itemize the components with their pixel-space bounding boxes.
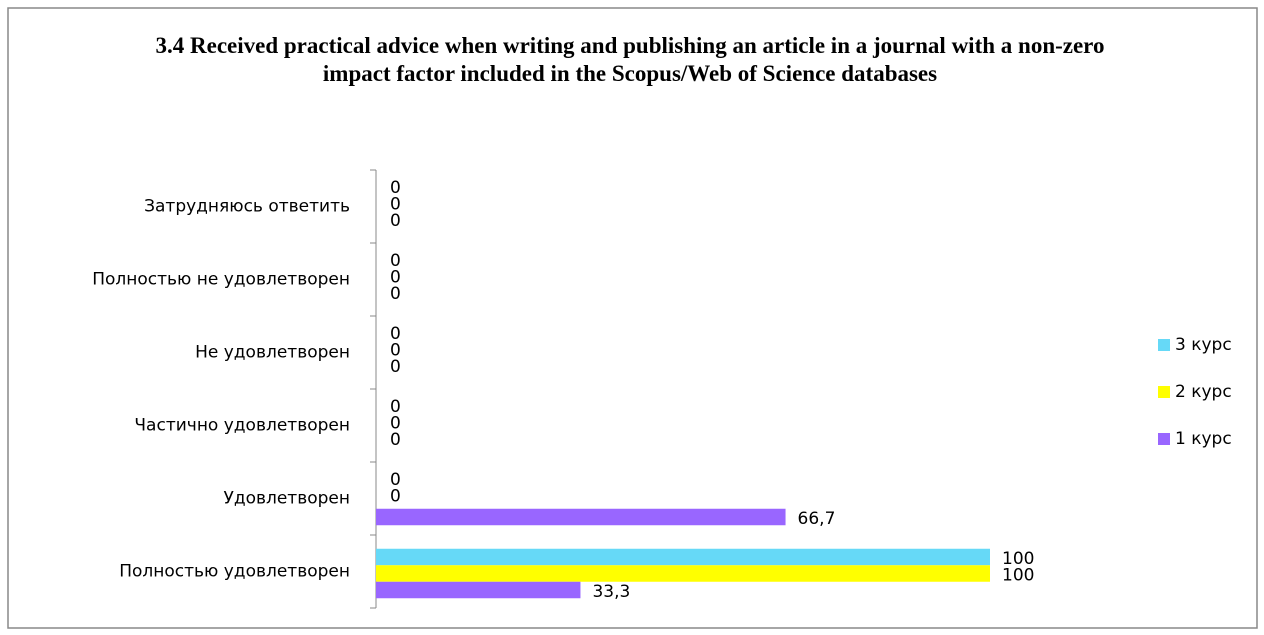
data-label: 100 bbox=[1002, 566, 1034, 586]
y-tick-label: Не удовлетворен bbox=[195, 343, 350, 363]
data-label: 0 bbox=[390, 397, 401, 417]
y-tick-label: Полностью не удовлетворен bbox=[92, 270, 350, 290]
legend-label: 3 курс bbox=[1175, 335, 1232, 355]
data-label: 0 bbox=[390, 178, 401, 198]
data-label: 33,3 bbox=[592, 582, 630, 602]
data-label: 0 bbox=[390, 324, 401, 344]
legend-swatch bbox=[1158, 433, 1170, 445]
data-label: 0 bbox=[390, 430, 401, 450]
data-label: 0 bbox=[390, 341, 401, 361]
data-label: 0 bbox=[390, 284, 401, 304]
bar bbox=[376, 548, 990, 566]
y-tick-label: Полностью удовлетворен bbox=[119, 562, 350, 582]
legend-swatch bbox=[1158, 386, 1170, 398]
bar bbox=[376, 508, 786, 526]
data-label: 0 bbox=[390, 251, 401, 271]
data-label: 0 bbox=[390, 470, 401, 490]
data-label: 66,7 bbox=[798, 509, 836, 529]
bar bbox=[376, 581, 581, 599]
data-label: 0 bbox=[390, 211, 401, 231]
chart-title: 3.4 Received practical advice when writi… bbox=[155, 33, 1105, 86]
data-label: 100 bbox=[1002, 549, 1034, 569]
legend-label: 1 курс bbox=[1175, 429, 1232, 449]
legend-label: 2 курс bbox=[1175, 382, 1232, 402]
legend-swatch bbox=[1158, 339, 1170, 351]
data-label: 0 bbox=[390, 414, 401, 434]
y-tick-label: Затрудняюсь ответить bbox=[144, 197, 350, 217]
data-label: 0 bbox=[390, 357, 401, 377]
bar bbox=[376, 565, 990, 582]
y-tick-label: Частично удовлетворен bbox=[134, 416, 350, 436]
title-box: 3.4 Received practical advice when writi… bbox=[155, 33, 1105, 86]
data-label: 0 bbox=[390, 268, 401, 288]
y-tick-label: Удовлетворен bbox=[223, 489, 350, 509]
data-label: 0 bbox=[390, 195, 401, 215]
data-label: 0 bbox=[390, 487, 401, 507]
